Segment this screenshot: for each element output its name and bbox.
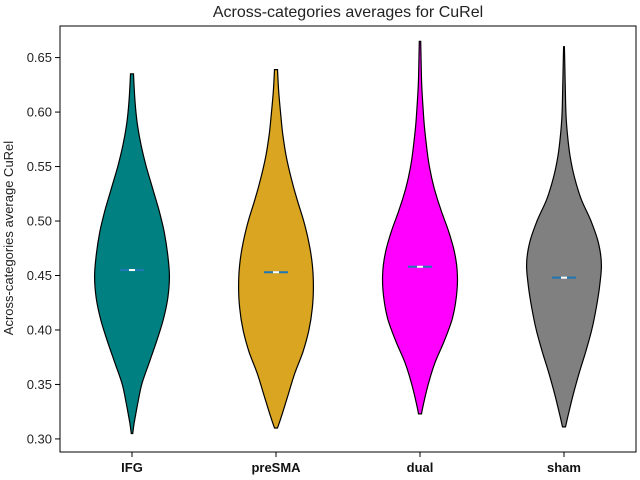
y-tick-label: 0.60	[27, 105, 52, 120]
y-axis-label: Across-categories average CuRel	[1, 141, 16, 335]
y-tick-label: 0.50	[27, 214, 52, 229]
x-tick-label-sham: sham	[547, 460, 581, 475]
y-ticks: 0.30 0.35 0.40 0.45 0.50 0.55 0.60 0.65	[27, 50, 60, 446]
x-tick-label-ifg: IFG	[121, 460, 143, 475]
x-ticks: IFG preSMA dual sham	[121, 452, 581, 475]
chart-title: Across-categories averages for CuRel	[213, 4, 483, 21]
y-tick-label: 0.30	[27, 431, 52, 446]
y-tick-label: 0.55	[27, 159, 52, 174]
plot-frame	[59, 25, 637, 453]
y-tick-label: 0.65	[27, 50, 52, 65]
violin-dual	[381, 40, 459, 415]
violins-group	[93, 40, 603, 435]
y-tick-label: 0.40	[27, 322, 52, 337]
violin-sham	[525, 46, 603, 428]
x-tick-label-presma: preSMA	[251, 460, 301, 475]
y-tick-label: 0.35	[27, 377, 52, 392]
violin-presma	[237, 69, 315, 429]
y-tick-label: 0.45	[27, 268, 52, 283]
x-tick-label-dual: dual	[407, 460, 434, 475]
violin-ifg	[93, 73, 171, 435]
